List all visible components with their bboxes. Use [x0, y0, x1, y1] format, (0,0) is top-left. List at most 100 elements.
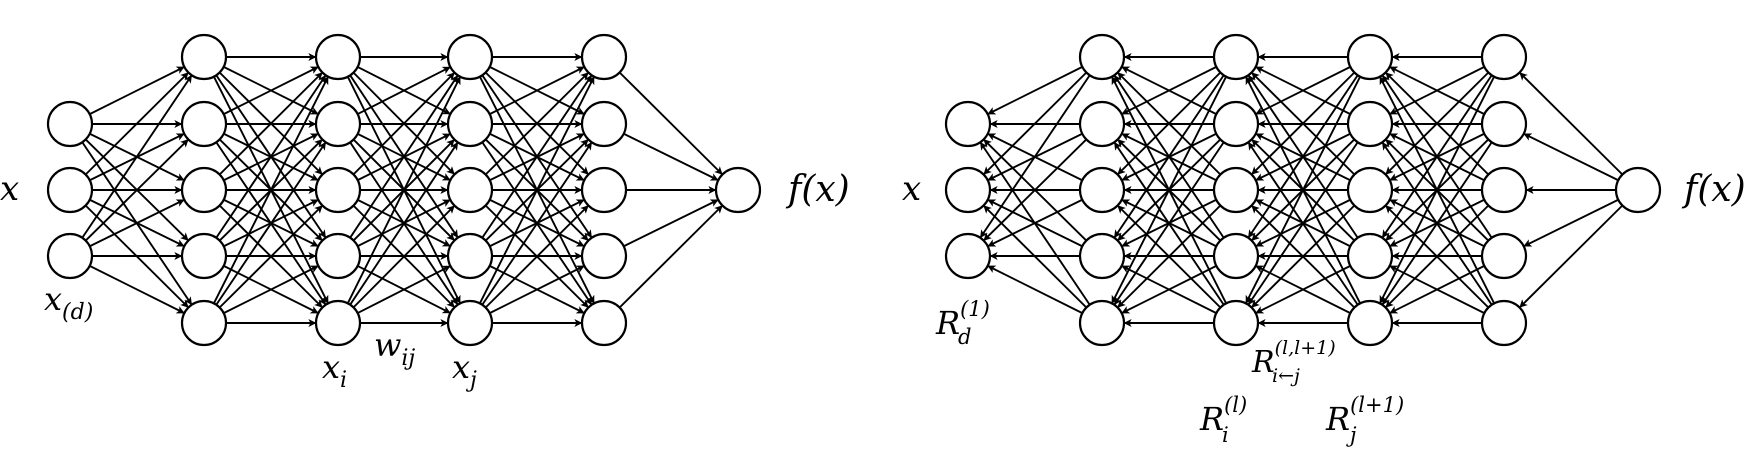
forward-edge-0-1-0: [84, 71, 190, 176]
backward-nodes: [944, 33, 1662, 347]
forward-edge-0-2-0: [81, 74, 193, 239]
forward-edge-0-2-4: [89, 264, 185, 315]
forward-edge-4-0-0: [618, 71, 724, 176]
backward-edge-3-4-2: [1384, 204, 1490, 309]
backward-edge-3-2-0: [1384, 71, 1490, 176]
backward-edge-2-4-2: [1250, 204, 1356, 309]
forward-nodes: [46, 33, 762, 347]
backward-neuron-5-0: [1614, 166, 1662, 214]
forward-neuron-3-3: [446, 232, 494, 280]
forward-edge-3-1-0: [489, 65, 585, 116]
backward-edge-3-4-1: [1381, 141, 1493, 306]
backward-neuron-2-3: [1212, 232, 1260, 280]
backward-edge-1-3-0: [1113, 74, 1225, 239]
left-output-label: f(x): [785, 169, 850, 210]
backward-edge-1-4-0: [1111, 76, 1227, 304]
backward-edge-2-3-0: [1247, 74, 1359, 239]
backward-edge-2-2-0: [1250, 71, 1356, 176]
backward-edge-4-0-0: [1518, 71, 1624, 176]
forward-neuron-5-0: [714, 166, 762, 214]
input-relevance-label: R(1): [935, 297, 990, 342]
backward-edges: [979, 53, 1624, 327]
forward-edge-2-1-0: [357, 66, 451, 115]
backward-neuron-2-4: [1212, 299, 1260, 347]
backward-neuron-2-2: [1212, 166, 1260, 214]
backward-neuron-1-0: [1078, 33, 1126, 81]
input-relevance-sub: d: [958, 325, 971, 349]
forward-edge-1-4-1: [215, 141, 327, 306]
forward-neuron-3-0: [446, 33, 494, 81]
forward-edge-1-2-0: [218, 71, 324, 176]
backward-edge-4-3-0: [1523, 198, 1619, 248]
forward-edge-0-2-1: [85, 138, 189, 242]
forward-neuron-0-2: [46, 232, 94, 280]
backward-edge-1-4-3: [1121, 264, 1217, 315]
forward-edge-0-0-0: [89, 65, 185, 116]
weight-label: wij: [374, 326, 415, 371]
forward-edge-1-4-2: [218, 204, 324, 309]
forward-edge-3-3-0: [481, 74, 593, 239]
right-output-label: f(x): [1681, 169, 1746, 210]
backward-neuron-1-2: [1078, 166, 1126, 214]
forward-edge-1-4-3: [223, 264, 319, 315]
relevance-i-label: R(l): [1199, 393, 1247, 438]
backward-neuron-4-0: [1480, 33, 1528, 81]
forward-neuron-3-4: [446, 299, 494, 347]
backward-neuron-2-0: [1212, 33, 1260, 81]
message-label: R(l,l+1): [1251, 337, 1336, 380]
relevance-j-label: R(l+1): [1325, 393, 1404, 438]
input-dimension-label: x(d): [44, 280, 93, 325]
forward-neuron-1-0: [180, 33, 228, 81]
forward-network: x f(x) x(d) xi wij xj: [0, 33, 850, 393]
forward-neuron-4-2: [580, 166, 628, 214]
forward-edge-4-3-0: [623, 198, 719, 248]
forward-edge-1-3-0: [215, 74, 327, 239]
forward-neuron-4-4: [580, 299, 628, 347]
backward-neuron-1-4: [1078, 299, 1126, 347]
backward-edge-0-2-1: [983, 138, 1087, 242]
backward-edge-4-1-0: [1523, 132, 1619, 182]
forward-neuron-1-2: [180, 166, 228, 214]
forward-edge-4-1-0: [623, 132, 719, 182]
forward-edge-2-4-3: [357, 265, 451, 314]
backward-edge-1-4-1: [1113, 141, 1225, 306]
forward-neuron-2-4: [314, 299, 362, 347]
backward-neuron-1-1: [1078, 100, 1126, 148]
forward-edge-3-4-0: [479, 76, 595, 304]
forward-edge-3-4-2: [484, 204, 590, 309]
backward-edge-3-4-0: [1379, 76, 1495, 304]
forward-edge-1-1-0: [223, 65, 319, 116]
backward-edge-1-1-0: [1121, 65, 1217, 116]
forward-neuron-0-0: [46, 100, 94, 148]
backward-neuron-4-3: [1480, 232, 1528, 280]
backward-edge-2-1-0: [1255, 65, 1351, 116]
forward-neuron-1-3: [180, 232, 228, 280]
forward-neuron-0-1: [46, 166, 94, 214]
neuron-j-label: xj: [452, 348, 477, 393]
backward-edge-3-4-3: [1389, 264, 1485, 315]
backward-edge-4-4-0: [1518, 204, 1624, 309]
backward-neuron-3-4: [1346, 299, 1394, 347]
forward-neuron-4-3: [580, 232, 628, 280]
backward-edge-0-1-0: [982, 71, 1088, 176]
forward-neuron-2-2: [314, 166, 362, 214]
forward-edge-4-4-0: [618, 204, 724, 309]
forward-edge-3-4-1: [481, 141, 593, 306]
backward-neuron-1-3: [1078, 232, 1126, 280]
forward-edge-0-2-2: [89, 198, 185, 248]
backward-edge-0-2-4: [987, 264, 1083, 315]
forward-neuron-1-1: [180, 100, 228, 148]
forward-neuron-4-0: [580, 33, 628, 81]
forward-neuron-4-1: [580, 100, 628, 148]
neuron-i-label: xi: [322, 348, 347, 393]
backward-edge-0-2-2: [987, 198, 1083, 248]
left-input-label: x: [0, 169, 19, 209]
relevance-i-sub: i: [1222, 423, 1229, 447]
forward-neuron-1-4: [180, 299, 228, 347]
backward-neuron-0-2: [944, 232, 992, 280]
backward-edge-1-4-2: [1116, 204, 1222, 309]
forward-neuron-2-1: [314, 100, 362, 148]
forward-edge-2-4-2: [352, 204, 456, 309]
relevance-network: x f(x) R(1) d R(l,l+1) i←j R(l) i R(l+1)…: [902, 33, 1746, 447]
forward-edge-2-3-0: [349, 74, 459, 239]
